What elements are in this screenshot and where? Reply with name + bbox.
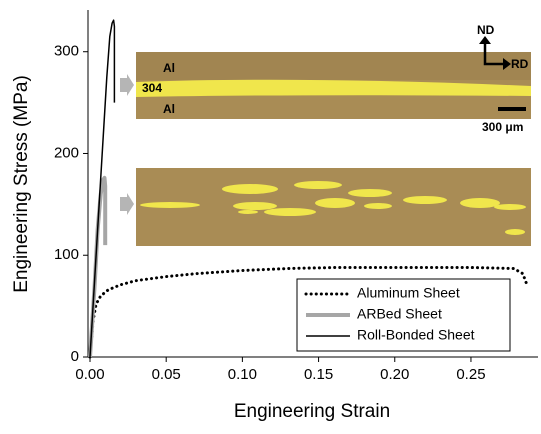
micrograph-1 (120, 36, 531, 119)
annotation: 304 (142, 81, 162, 95)
annotation: ND (477, 23, 495, 37)
line-series (88, 266, 529, 359)
y-tick-label: 100 (54, 246, 79, 263)
line-series (89, 19, 116, 358)
annotation: Al (163, 61, 175, 75)
x-tick-label: 0.20 (380, 366, 409, 383)
x-tick-label: 0.05 (152, 366, 181, 383)
annotation: RD (511, 57, 529, 71)
x-tick-label: 0.25 (456, 366, 485, 383)
legend-label: Aluminum Sheet (357, 285, 460, 301)
y-tick-label: 300 (54, 43, 79, 60)
legend-label: ARBed Sheet (357, 306, 442, 322)
legend: Aluminum Sheet ARBed Sheet Roll-Bonded She… (296, 278, 511, 352)
x-tick-label: 0.10 (228, 366, 257, 383)
x-tick-label: 0.00 (75, 366, 104, 383)
y-tick-label: 200 (54, 144, 79, 161)
x-axis-label: Engineering Strain (234, 401, 390, 422)
y-tick-label: 0 (71, 348, 79, 365)
annotation: Al (163, 102, 175, 116)
legend-label: Roll-Bonded Sheet (357, 327, 475, 343)
annotation: 300 μm (482, 120, 523, 134)
x-tick-label: 0.15 (304, 366, 333, 383)
micrograph-2 (120, 168, 531, 246)
y-axis-label: Engineering Stress (MPa) (11, 75, 32, 293)
